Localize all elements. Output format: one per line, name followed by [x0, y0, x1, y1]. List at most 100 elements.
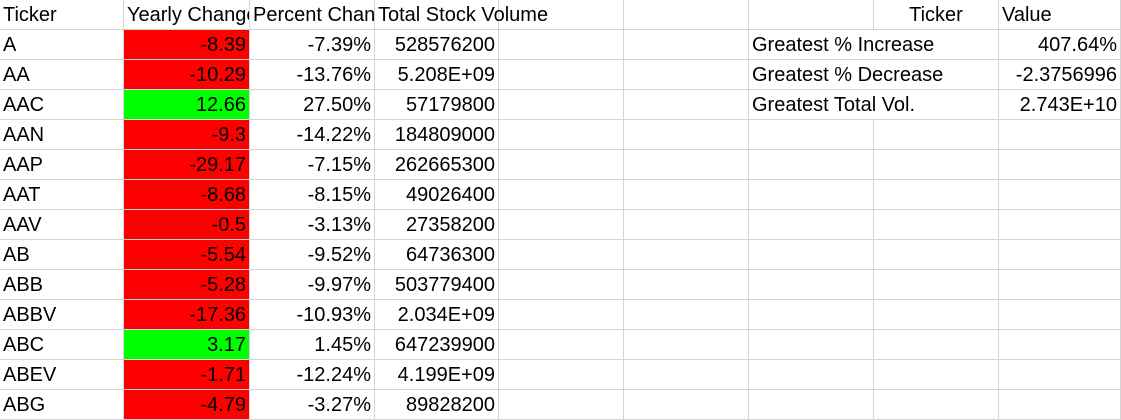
summary-ticker[interactable]: [874, 60, 999, 90]
ticker-cell[interactable]: AAV: [0, 210, 124, 240]
empty-cell[interactable]: [999, 210, 1121, 240]
yearly-change-cell[interactable]: -10.29: [124, 60, 250, 90]
empty-cell[interactable]: [499, 240, 624, 270]
header-yearly-change[interactable]: Yearly Change: [124, 0, 250, 30]
ticker-cell[interactable]: ABG: [0, 390, 124, 420]
total-volume-cell[interactable]: 57179800: [375, 90, 499, 120]
header-summary-value[interactable]: Value: [999, 0, 1121, 30]
empty-cell[interactable]: [624, 0, 749, 30]
empty-cell[interactable]: [999, 330, 1121, 360]
empty-cell[interactable]: [624, 390, 749, 420]
empty-cell[interactable]: [874, 120, 999, 150]
ticker-cell[interactable]: ABBV: [0, 300, 124, 330]
percent-change-cell[interactable]: 27.50%: [250, 90, 375, 120]
empty-cell[interactable]: [874, 270, 999, 300]
percent-change-cell[interactable]: 1.45%: [250, 330, 375, 360]
yearly-change-cell[interactable]: -5.28: [124, 270, 250, 300]
percent-change-cell[interactable]: -9.97%: [250, 270, 375, 300]
summary-ticker[interactable]: [874, 90, 999, 120]
empty-cell[interactable]: [749, 0, 874, 30]
empty-cell[interactable]: [874, 210, 999, 240]
summary-value[interactable]: 407.64%: [999, 30, 1121, 60]
ticker-cell[interactable]: AAP: [0, 150, 124, 180]
empty-cell[interactable]: [624, 360, 749, 390]
empty-cell[interactable]: [999, 360, 1121, 390]
yearly-change-cell[interactable]: -8.39: [124, 30, 250, 60]
total-volume-cell[interactable]: 27358200: [375, 210, 499, 240]
empty-cell[interactable]: [624, 60, 749, 90]
empty-cell[interactable]: [999, 270, 1121, 300]
ticker-cell[interactable]: AA: [0, 60, 124, 90]
empty-cell[interactable]: [499, 150, 624, 180]
header-summary-ticker[interactable]: Ticker: [874, 0, 999, 30]
percent-change-cell[interactable]: -10.93%: [250, 300, 375, 330]
empty-cell[interactable]: [624, 300, 749, 330]
summary-label[interactable]: Greatest % Increase: [749, 30, 934, 60]
ticker-cell[interactable]: AAN: [0, 120, 124, 150]
ticker-cell[interactable]: A: [0, 30, 124, 60]
summary-label[interactable]: Greatest Total Vol.: [749, 90, 915, 120]
empty-cell[interactable]: [999, 240, 1121, 270]
empty-cell[interactable]: [624, 240, 749, 270]
total-volume-cell[interactable]: 262665300: [375, 150, 499, 180]
total-volume-cell[interactable]: 89828200: [375, 390, 499, 420]
ticker-cell[interactable]: ABC: [0, 330, 124, 360]
yearly-change-cell[interactable]: -9.3: [124, 120, 250, 150]
empty-cell[interactable]: [749, 330, 874, 360]
empty-cell[interactable]: [624, 120, 749, 150]
percent-change-cell[interactable]: -12.24%: [250, 360, 375, 390]
empty-cell[interactable]: [624, 330, 749, 360]
empty-cell[interactable]: [499, 330, 624, 360]
empty-cell[interactable]: [499, 270, 624, 300]
empty-cell[interactable]: [624, 270, 749, 300]
empty-cell[interactable]: [874, 240, 999, 270]
empty-cell[interactable]: [499, 180, 624, 210]
ticker-cell[interactable]: AAT: [0, 180, 124, 210]
total-volume-cell[interactable]: 4.199E+09: [375, 360, 499, 390]
empty-cell[interactable]: [624, 150, 749, 180]
yearly-change-cell[interactable]: -1.71: [124, 360, 250, 390]
percent-change-cell[interactable]: -3.27%: [250, 390, 375, 420]
empty-cell[interactable]: [874, 360, 999, 390]
total-volume-cell[interactable]: 647239900: [375, 330, 499, 360]
total-volume-cell[interactable]: 64736300: [375, 240, 499, 270]
ticker-cell[interactable]: ABB: [0, 270, 124, 300]
empty-cell[interactable]: [874, 330, 999, 360]
empty-cell[interactable]: [749, 270, 874, 300]
empty-cell[interactable]: [624, 30, 749, 60]
ticker-cell[interactable]: AAC: [0, 90, 124, 120]
empty-cell[interactable]: [874, 390, 999, 420]
empty-cell[interactable]: [499, 30, 624, 60]
empty-cell[interactable]: [999, 150, 1121, 180]
percent-change-cell[interactable]: -13.76%: [250, 60, 375, 90]
ticker-cell[interactable]: ABEV: [0, 360, 124, 390]
yearly-change-cell[interactable]: 12.66: [124, 90, 250, 120]
yearly-change-cell[interactable]: -17.36: [124, 300, 250, 330]
total-volume-cell[interactable]: 528576200: [375, 30, 499, 60]
total-volume-cell[interactable]: 503779400: [375, 270, 499, 300]
empty-cell[interactable]: [499, 210, 624, 240]
percent-change-cell[interactable]: -9.52%: [250, 240, 375, 270]
yearly-change-cell[interactable]: 3.17: [124, 330, 250, 360]
header-total-stock-volume[interactable]: Total Stock Volume: [375, 0, 548, 30]
empty-cell[interactable]: [874, 300, 999, 330]
yearly-change-cell[interactable]: -5.54: [124, 240, 250, 270]
empty-cell[interactable]: [749, 390, 874, 420]
empty-cell[interactable]: [624, 210, 749, 240]
empty-cell[interactable]: [499, 360, 624, 390]
yearly-change-cell[interactable]: -0.5: [124, 210, 250, 240]
percent-change-cell[interactable]: -8.15%: [250, 180, 375, 210]
percent-change-cell[interactable]: -7.39%: [250, 30, 375, 60]
yearly-change-cell[interactable]: -29.17: [124, 150, 250, 180]
empty-cell[interactable]: [999, 120, 1121, 150]
header-percent-change[interactable]: Percent Change: [250, 0, 375, 30]
empty-cell[interactable]: [749, 300, 874, 330]
total-volume-cell[interactable]: 5.208E+09: [375, 60, 499, 90]
header-ticker[interactable]: Ticker: [0, 0, 124, 30]
empty-cell[interactable]: [749, 240, 874, 270]
ticker-cell[interactable]: AB: [0, 240, 124, 270]
summary-ticker[interactable]: [874, 30, 999, 60]
empty-cell[interactable]: [749, 120, 874, 150]
summary-value[interactable]: 2.743E+10: [999, 90, 1121, 120]
summary-value[interactable]: -2.3756996: [999, 60, 1121, 90]
